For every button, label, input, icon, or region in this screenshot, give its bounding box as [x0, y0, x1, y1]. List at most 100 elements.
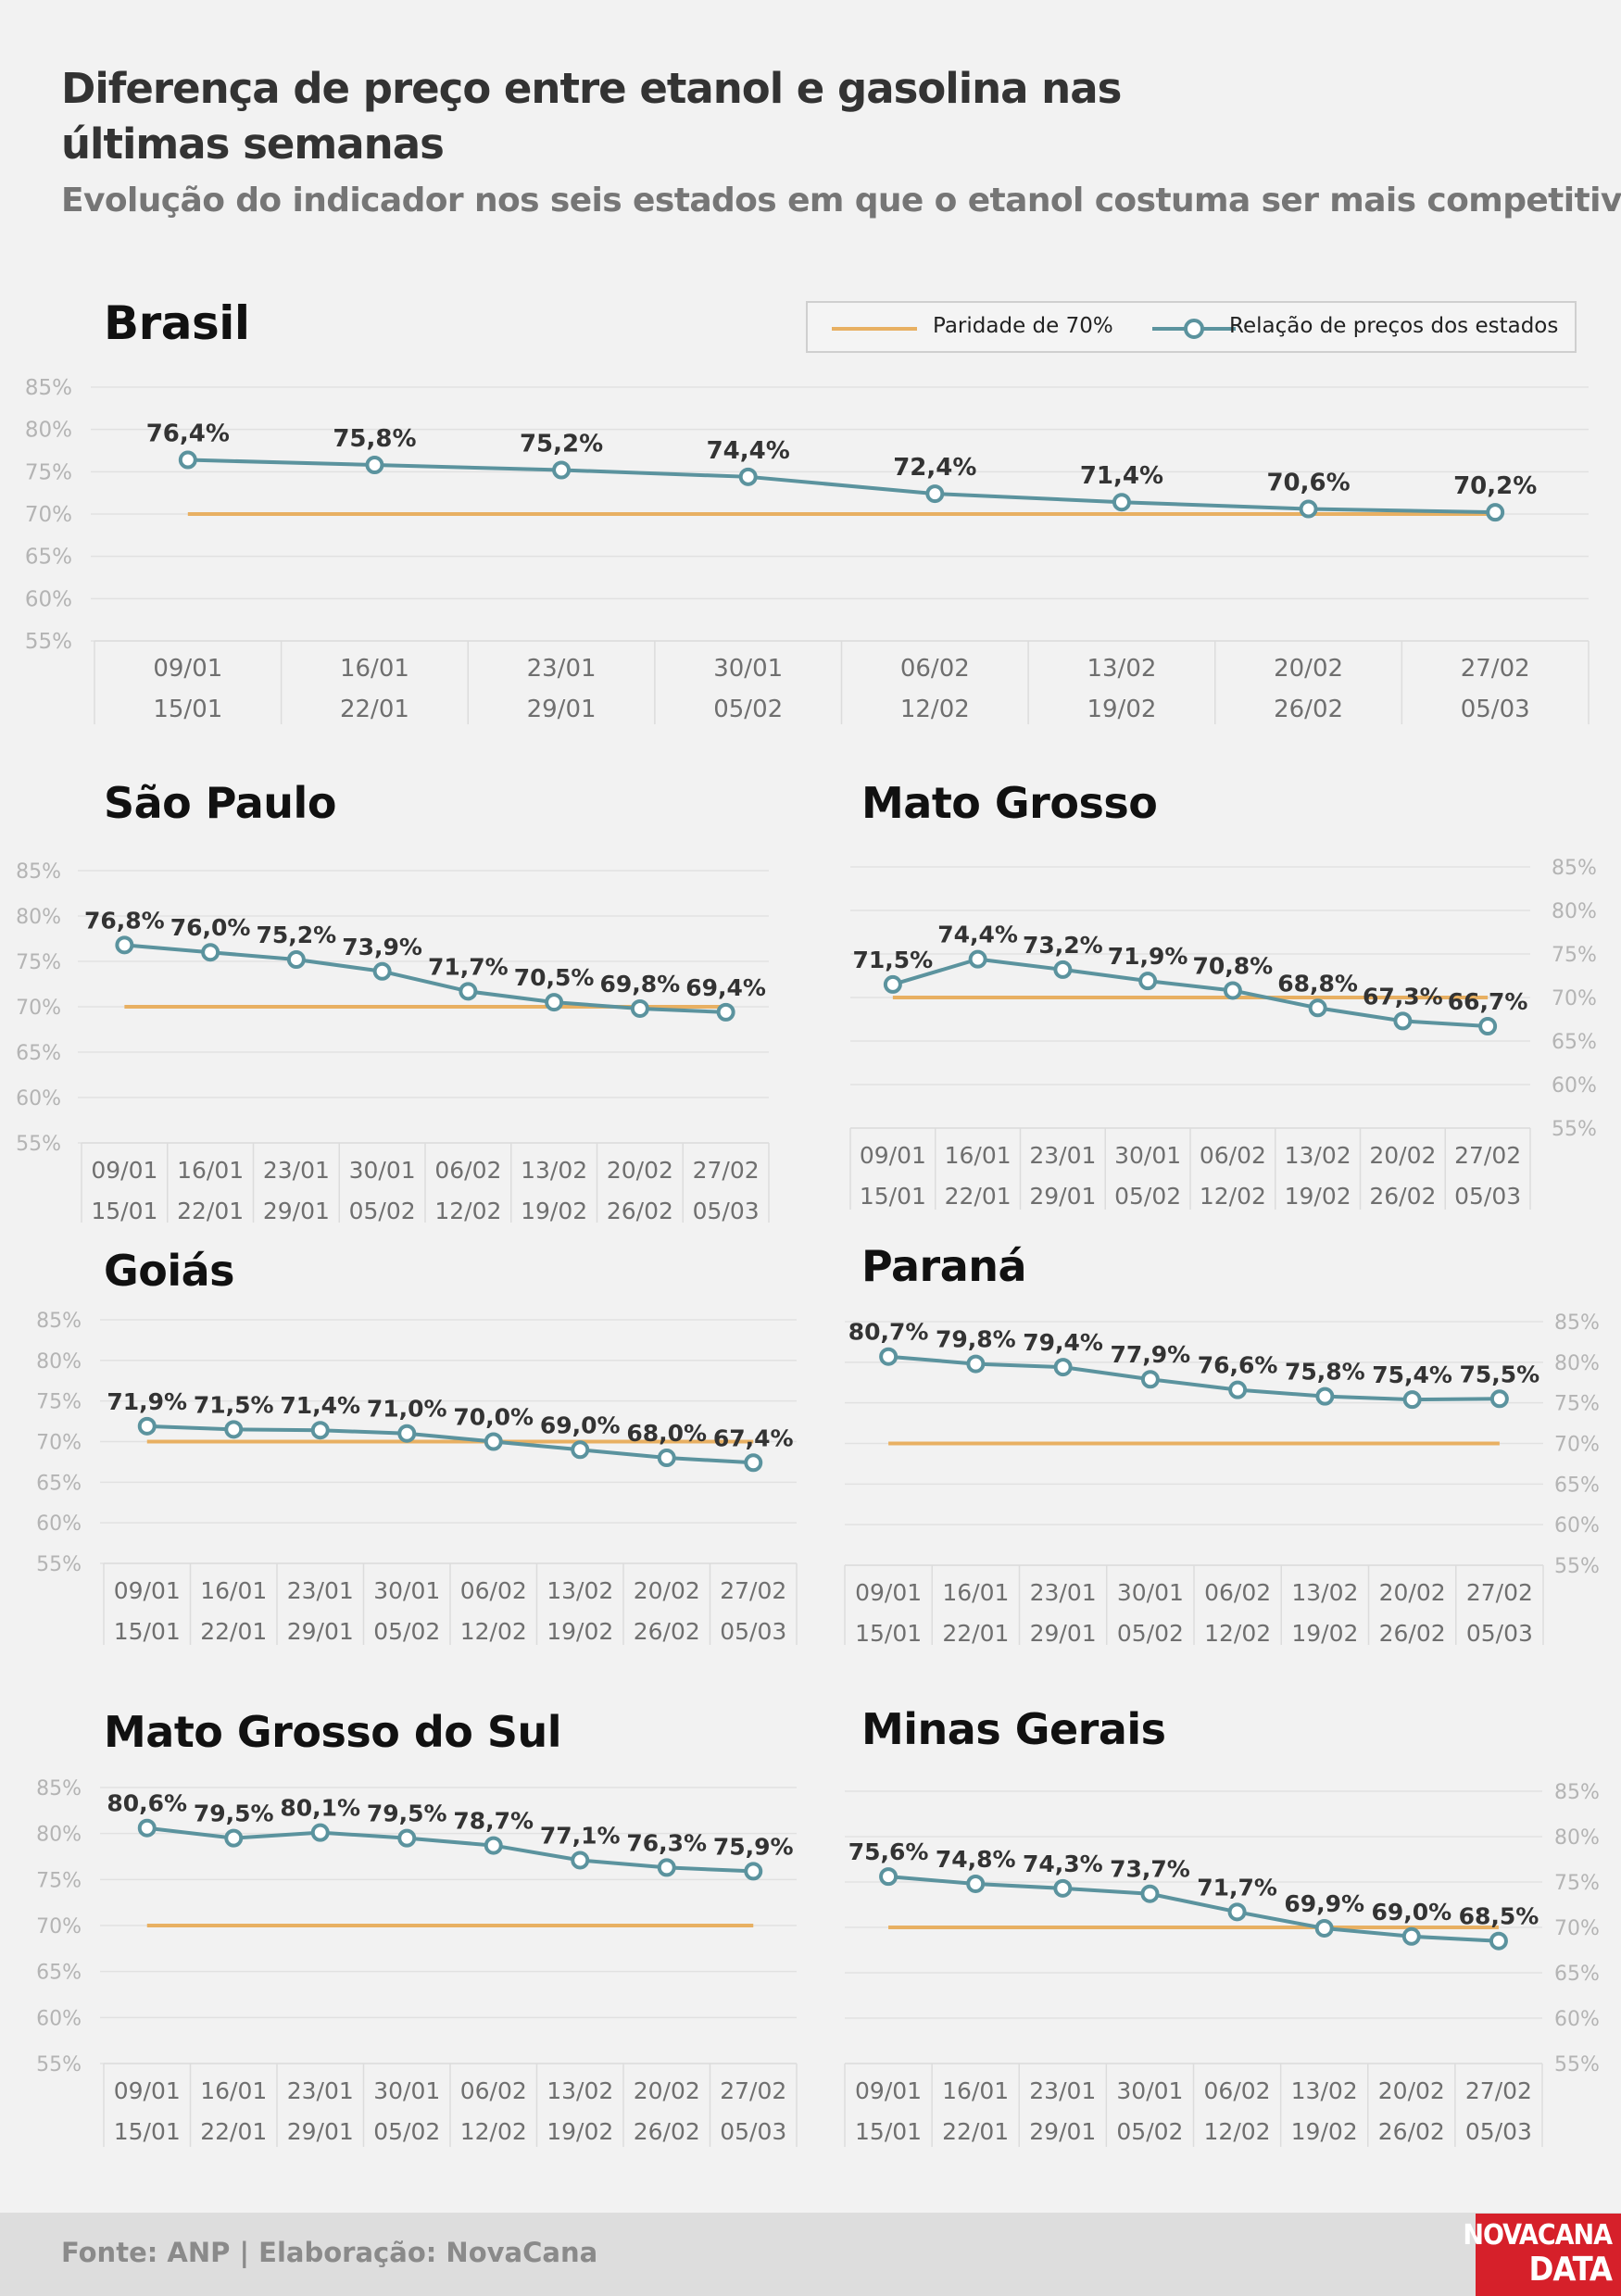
y-tick-label: 70% [1554, 1434, 1600, 1457]
x-tick-label: 05/03 [1454, 1183, 1521, 1210]
y-tick-label: 75% [25, 460, 72, 484]
legend-swatches [832, 319, 1236, 339]
data-label: 74,3% [1023, 1851, 1103, 1877]
ratio-point [879, 1347, 898, 1366]
ratio-point [1486, 503, 1505, 522]
data-label: 74,8% [936, 1846, 1016, 1873]
ratio-point [1402, 1390, 1422, 1410]
footer: Fonte: ANP | Elaboração: NovaCana [0, 2213, 1621, 2296]
ratio-point [966, 1354, 986, 1374]
x-tick-label: 19/02 [521, 1198, 587, 1224]
x-tick-label: 05/02 [713, 696, 783, 723]
x-tick-label: 23/01 [287, 2077, 354, 2104]
data-label: 77,9% [1111, 1341, 1191, 1368]
y-tick-label: 60% [1554, 2008, 1600, 2031]
data-label: 71,0% [367, 1396, 447, 1423]
x-tick-label: 05/02 [1117, 1620, 1184, 1647]
data-label: 69,0% [1371, 1899, 1451, 1926]
ratio-point [484, 1836, 503, 1855]
ratio-point [1223, 981, 1242, 1000]
y-tick-label: 80% [1554, 1826, 1600, 1850]
ratio-point [879, 1867, 898, 1887]
data-label: 80,6% [107, 1790, 187, 1817]
x-tick-label: 29/01 [527, 696, 597, 723]
y-tick-label: 85% [16, 860, 61, 884]
x-tick-label: 05/03 [720, 2118, 786, 2145]
x-tick-label: 29/01 [1030, 1620, 1097, 1647]
x-tick-label: 13/02 [1087, 655, 1156, 683]
ratio-point [286, 950, 306, 970]
y-tick-label: 60% [16, 1087, 61, 1110]
x-tick-label: 20/02 [634, 2077, 700, 2104]
y-tick-label: 55% [1552, 1118, 1597, 1141]
x-tick-label: 05/02 [373, 2118, 440, 2145]
data-label: 70,8% [1193, 952, 1274, 979]
x-tick-label: 05/02 [1114, 1183, 1181, 1210]
data-label: 71,4% [280, 1392, 360, 1419]
ratio-line [892, 957, 1489, 1029]
y-tick-label: 65% [1554, 1474, 1600, 1497]
data-label: 70,2% [1453, 472, 1537, 500]
ratio-point [365, 456, 384, 475]
x-tick-label: 05/02 [1116, 2118, 1183, 2145]
x-tick-label: 27/02 [720, 1577, 786, 1604]
x-tick-label: 05/02 [349, 1198, 416, 1224]
y-tick-label: 75% [36, 1869, 82, 1892]
x-tick-label: 15/01 [855, 1620, 922, 1647]
chart-title: Mato Grosso [861, 778, 1158, 828]
x-tick-label: 27/02 [1454, 1142, 1521, 1169]
y-tick-label: 75% [36, 1391, 82, 1414]
ratio-point [397, 1828, 417, 1848]
ratio-point [744, 1453, 763, 1473]
x-tick-label: 12/02 [1204, 1620, 1271, 1647]
data-label: 71,5% [194, 1391, 274, 1418]
ratio-point [657, 1858, 676, 1877]
legend-ratio-label: Relação de preços dos estados [1229, 314, 1559, 338]
ratio-point [484, 1432, 503, 1451]
data-label: 74,4% [937, 922, 1018, 948]
ratio-point [1401, 1926, 1421, 1946]
x-tick-label: 06/02 [460, 1577, 527, 1604]
x-tick-label: 26/02 [1274, 696, 1343, 723]
x-tick-label: 05/03 [1465, 2118, 1532, 2145]
ratio-line [146, 1424, 754, 1465]
ratio-point [1140, 1884, 1160, 1903]
x-tick-label: 26/02 [634, 2118, 700, 2145]
data-label: 76,6% [1198, 1352, 1278, 1379]
x-tick-label: 16/01 [942, 1579, 1009, 1606]
x-tick-label: 27/02 [693, 1157, 760, 1184]
x-tick-label: 15/01 [153, 696, 222, 723]
x-tick-label: 26/02 [607, 1198, 673, 1224]
ratio-point [571, 1851, 590, 1870]
x-tick-label: 22/01 [200, 1618, 267, 1645]
data-label: 75,8% [333, 425, 416, 453]
x-tick-label: 29/01 [287, 2118, 354, 2145]
x-tick-label: 30/01 [373, 2077, 440, 2104]
ratio-point [1053, 960, 1073, 979]
ratio-point [1053, 1358, 1073, 1377]
data-label: 75,9% [713, 1833, 794, 1860]
data-label: 67,3% [1363, 983, 1443, 1010]
x-tick-label: 16/01 [200, 2077, 267, 2104]
x-tick-label: 16/01 [340, 655, 409, 683]
x-tick-label: 26/02 [1378, 2118, 1445, 2145]
x-tick-label: 06/02 [1204, 2077, 1271, 2104]
x-tick-label: 29/01 [287, 1618, 354, 1645]
x-tick-label: 20/02 [607, 1157, 673, 1184]
x-tick-label: 23/01 [1029, 1142, 1096, 1169]
data-label: 70,5% [514, 964, 595, 991]
y-tick-label: 65% [36, 1962, 82, 1985]
data-label: 75,2% [520, 431, 603, 458]
x-tick-label: 13/02 [1285, 1142, 1351, 1169]
data-label: 71,9% [1108, 943, 1188, 970]
data-label: 75,8% [1285, 1359, 1365, 1386]
x-tick-label: 22/01 [177, 1198, 244, 1224]
chart-legend: Paridade de 70% Relação de preços dos es… [806, 301, 1577, 353]
ratio-point [178, 450, 197, 470]
ratio-point [1299, 499, 1318, 519]
data-label: 69,8% [600, 971, 681, 997]
x-tick-label: 16/01 [177, 1157, 244, 1184]
